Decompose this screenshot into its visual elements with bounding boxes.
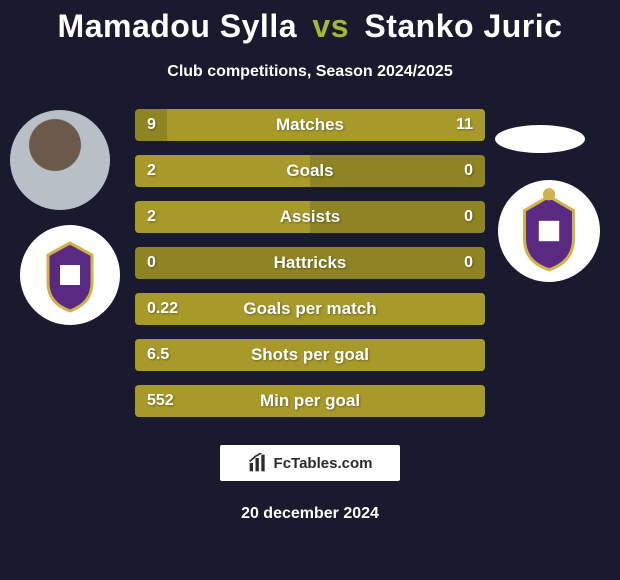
stat-label: Goals (135, 155, 485, 187)
player2-name: Stanko Juric (364, 8, 562, 44)
stat-label: Hattricks (135, 247, 485, 279)
stat-row: Shots per goal6.5 (135, 339, 485, 371)
page-title: Mamadou Sylla vs Stanko Juric (0, 0, 620, 45)
stat-value-right: 11 (456, 109, 473, 141)
player2-club-crest (498, 180, 600, 282)
stat-value-right: 0 (464, 155, 473, 187)
player2-avatar (495, 125, 585, 153)
stat-label: Goals per match (135, 293, 485, 325)
subtitle: Club competitions, Season 2024/2025 (0, 63, 620, 81)
title-vs: vs (312, 8, 349, 44)
stat-row: Matches9 11 (135, 109, 485, 141)
stat-row: Goals per match0.22 (135, 293, 485, 325)
stat-label: Assists (135, 201, 485, 233)
stat-value-left: 552 (147, 385, 174, 417)
stat-row: Goals2 0 (135, 155, 485, 187)
stat-label: Min per goal (135, 385, 485, 417)
stat-value-left: 6.5 (147, 339, 169, 371)
stat-value-left: 2 (147, 155, 156, 187)
stat-row: Assists2 0 (135, 201, 485, 233)
player1-avatar (10, 110, 110, 210)
stat-row: Hattricks0 0 (135, 247, 485, 279)
stat-label: Shots per goal (135, 339, 485, 371)
stat-label: Matches (135, 109, 485, 141)
branding-badge: FcTables.com (220, 445, 400, 481)
player1-club-crest (20, 225, 120, 325)
stat-value-left: 9 (147, 109, 156, 141)
stat-value-left: 2 (147, 201, 156, 233)
branding-text: FcTables.com (274, 455, 373, 472)
stats-container: Matches911Goals20Assists20Hattricks00Goa… (135, 109, 485, 417)
stat-value-left: 0.22 (147, 293, 178, 325)
stat-value-right: 0 (464, 247, 473, 279)
stat-row: Min per goal552 (135, 385, 485, 417)
date-text: 20 december 2024 (0, 505, 620, 523)
stat-value-right: 0 (464, 201, 473, 233)
player1-name: Mamadou Sylla (58, 8, 297, 44)
chart-icon (248, 453, 268, 473)
stat-value-left: 0 (147, 247, 156, 279)
